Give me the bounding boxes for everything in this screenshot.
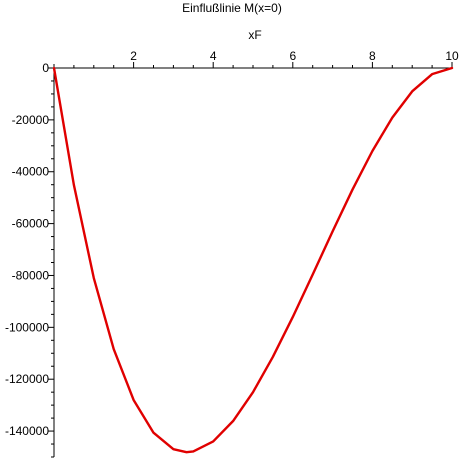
series-line (52, 66, 454, 454)
axes (53, 64, 452, 457)
y-tick-label: -20000 (12, 113, 50, 127)
tick-labels: 2 4 6 8 10 0 -20000 -40000 -60000 -80000 -100000 -1… (5, 49, 459, 438)
y-tick-label: 0 (42, 61, 49, 75)
x-tick-label: 8 (369, 49, 376, 63)
y-tick-label: -80000 (12, 268, 50, 282)
y-tick-label: -120000 (5, 372, 49, 386)
x-tick-label: 2 (130, 49, 137, 63)
y-tick-label: -60000 (12, 217, 50, 231)
y-tick-label: -40000 (12, 165, 50, 179)
y-tick-label: -140000 (5, 424, 49, 438)
x-axis-label: xF (248, 28, 261, 42)
axis-ticks (48, 62, 453, 458)
y-tick-label: -100000 (5, 320, 49, 334)
series-group (52, 66, 454, 454)
x-tick-label: 4 (210, 49, 217, 63)
x-tick-label: 10 (445, 49, 459, 63)
x-tick-label: 6 (289, 49, 296, 63)
chart-title: Einflußlinie M(x=0) (182, 1, 282, 15)
